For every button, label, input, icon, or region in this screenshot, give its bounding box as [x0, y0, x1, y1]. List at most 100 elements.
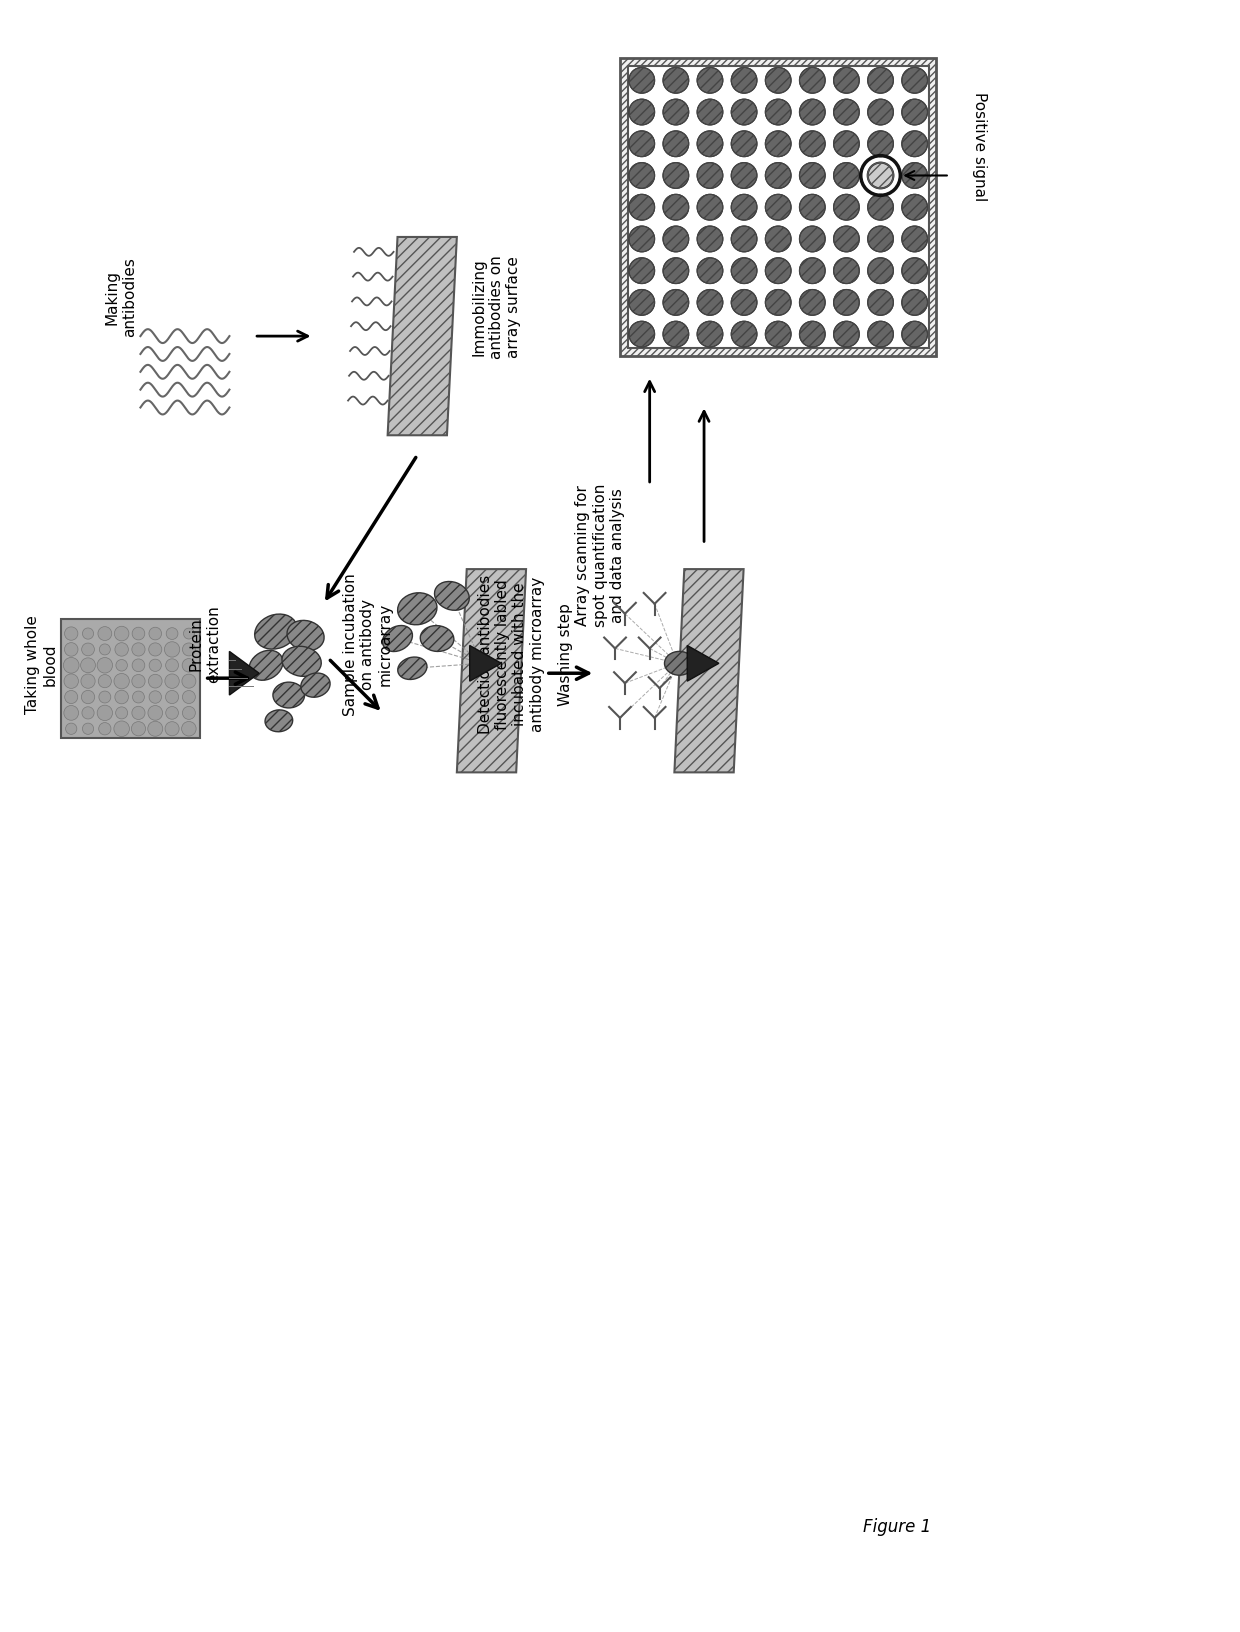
Bar — [61, 619, 200, 738]
Text: Array scanning for
spot quantification
and data analysis: Array scanning for spot quantification a… — [575, 483, 625, 627]
Circle shape — [182, 674, 196, 689]
Text: Making
antibodies: Making antibodies — [104, 258, 136, 338]
Bar — [620, 59, 936, 357]
Circle shape — [765, 100, 791, 126]
Circle shape — [901, 163, 928, 189]
Circle shape — [82, 690, 94, 705]
Circle shape — [697, 196, 723, 220]
Circle shape — [114, 627, 129, 641]
Circle shape — [99, 645, 110, 656]
Ellipse shape — [249, 651, 283, 681]
Bar — [627, 67, 929, 349]
Circle shape — [833, 322, 859, 348]
Circle shape — [182, 659, 196, 672]
Circle shape — [166, 659, 179, 672]
Circle shape — [800, 100, 825, 126]
Polygon shape — [675, 570, 744, 774]
Circle shape — [82, 643, 94, 656]
Circle shape — [732, 100, 756, 126]
Circle shape — [114, 721, 129, 738]
Circle shape — [663, 258, 688, 284]
Circle shape — [800, 322, 825, 348]
Circle shape — [901, 322, 928, 348]
Circle shape — [149, 628, 161, 640]
Circle shape — [833, 163, 859, 189]
Circle shape — [901, 227, 928, 253]
Polygon shape — [229, 653, 259, 695]
Text: Figure 1: Figure 1 — [863, 1518, 931, 1536]
Circle shape — [697, 290, 723, 317]
Circle shape — [97, 658, 113, 674]
Text: Washing step: Washing step — [558, 602, 573, 705]
Text: Protein
extraction: Protein extraction — [188, 605, 221, 682]
Circle shape — [833, 132, 859, 158]
Text: Sample incubation
on antibody
microarray: Sample incubation on antibody microarray — [343, 573, 393, 715]
Circle shape — [765, 290, 791, 317]
Circle shape — [166, 707, 179, 720]
Circle shape — [629, 322, 655, 348]
Circle shape — [149, 692, 161, 703]
Circle shape — [833, 100, 859, 126]
Circle shape — [833, 227, 859, 253]
Circle shape — [697, 163, 723, 189]
Circle shape — [98, 676, 112, 689]
Circle shape — [833, 290, 859, 317]
Circle shape — [131, 643, 145, 656]
Circle shape — [133, 628, 145, 640]
Circle shape — [629, 227, 655, 253]
Circle shape — [629, 69, 655, 95]
Circle shape — [901, 196, 928, 220]
Circle shape — [833, 258, 859, 284]
Circle shape — [165, 643, 180, 658]
Circle shape — [868, 258, 893, 284]
Circle shape — [165, 723, 179, 736]
Circle shape — [82, 707, 94, 720]
Circle shape — [800, 196, 825, 220]
Circle shape — [732, 196, 756, 220]
Ellipse shape — [398, 658, 427, 681]
Ellipse shape — [434, 583, 469, 610]
Ellipse shape — [281, 646, 321, 677]
Circle shape — [98, 627, 112, 641]
Circle shape — [115, 690, 129, 705]
Circle shape — [115, 659, 128, 672]
Circle shape — [149, 659, 161, 672]
Circle shape — [800, 163, 825, 189]
Circle shape — [833, 69, 859, 95]
Text: Detection antibodies
fluorescently labled
incubated with the
antibody microarray: Detection antibodies fluorescently lable… — [477, 574, 544, 733]
Circle shape — [868, 290, 893, 317]
Circle shape — [697, 100, 723, 126]
Ellipse shape — [286, 622, 324, 651]
Ellipse shape — [254, 615, 298, 650]
Text: Positive signal: Positive signal — [972, 91, 987, 201]
Circle shape — [64, 627, 78, 641]
Circle shape — [765, 69, 791, 95]
Circle shape — [732, 290, 756, 317]
Circle shape — [697, 227, 723, 253]
Circle shape — [133, 659, 145, 672]
Circle shape — [148, 707, 162, 721]
Circle shape — [64, 690, 78, 703]
Text: Taking whole
blood: Taking whole blood — [25, 615, 58, 713]
Circle shape — [131, 676, 145, 689]
Circle shape — [181, 721, 196, 736]
Circle shape — [663, 69, 688, 95]
Polygon shape — [456, 570, 526, 774]
Circle shape — [901, 69, 928, 95]
Circle shape — [663, 227, 688, 253]
Circle shape — [663, 100, 688, 126]
Text: Immobilizing
antibodies on
array surface: Immobilizing antibodies on array surface — [471, 255, 521, 359]
Circle shape — [131, 707, 145, 720]
Circle shape — [99, 692, 110, 703]
Circle shape — [765, 163, 791, 189]
Circle shape — [629, 290, 655, 317]
Circle shape — [901, 100, 928, 126]
Circle shape — [149, 643, 162, 656]
Circle shape — [165, 690, 179, 703]
Ellipse shape — [420, 627, 454, 653]
Circle shape — [732, 258, 756, 284]
Circle shape — [765, 227, 791, 253]
Circle shape — [868, 163, 893, 189]
Circle shape — [765, 322, 791, 348]
Circle shape — [184, 628, 195, 640]
